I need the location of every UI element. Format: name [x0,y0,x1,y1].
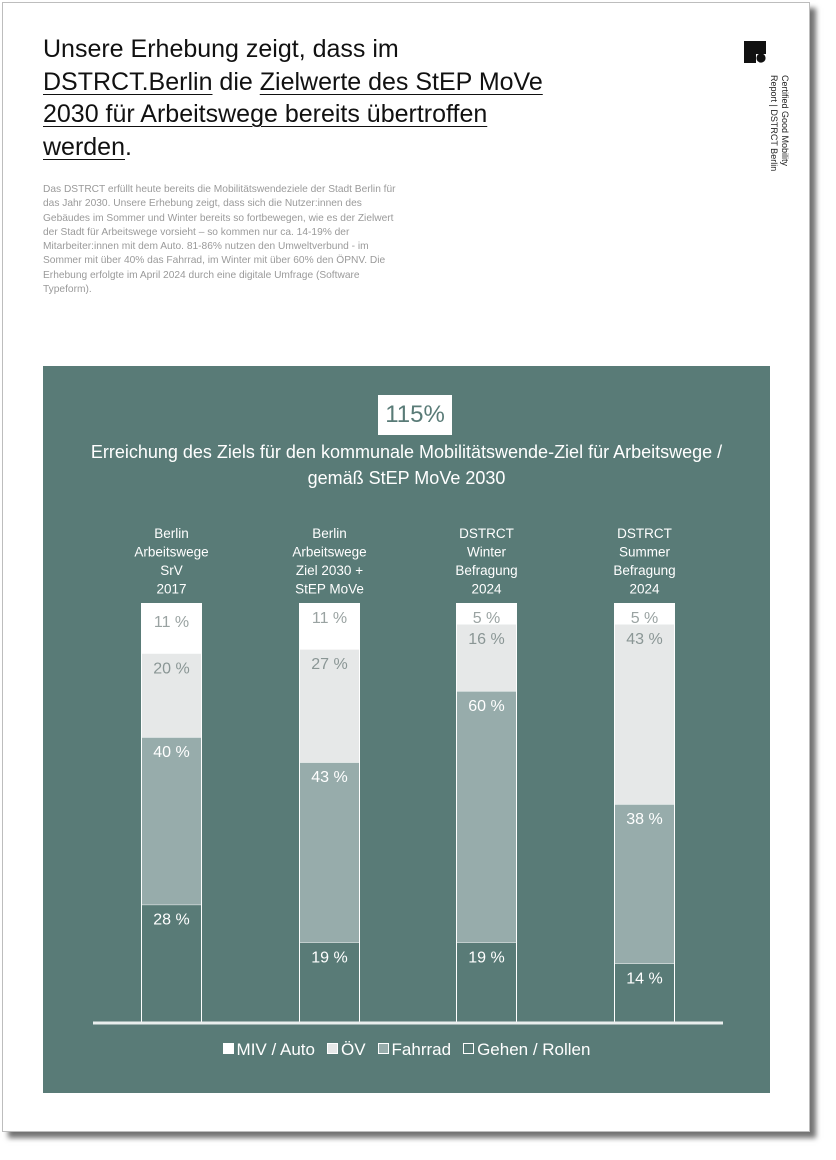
legend-swatch-fahrrad [377,1043,389,1054]
category-label-3-line-2: Winter [467,545,507,560]
bar-segment-fahrrad-3 [457,690,516,943]
category-label-2-line-3: Ziel 2030 + [296,563,363,578]
headline-text-3: . [125,132,132,161]
headline-text-2: die [212,67,260,96]
chart-panel: 115% Erreichung des Ziels für den kommun… [43,366,770,1093]
bar-segment-gehen-rollen-3 [457,942,516,1022]
bar-segment-oev-2 [300,649,359,763]
data-label-oev-4: 43 % [626,631,662,648]
bar-segment-fahrrad-1 [142,737,201,905]
data-label-oev-3: 16 % [468,631,504,648]
legend-label-oev: ÖV [340,1040,366,1059]
bar-segment-miv-auto-3 [457,603,516,624]
data-label-gehen-rollen-2: 19 % [311,949,347,966]
data-label-gehen-rollen-4: 14 % [626,970,662,987]
legend-item-fahrrad: Fahrrad [377,1040,452,1060]
category-label-1-line-4: 2017 [156,582,186,597]
side-label-line-2: Report | DSTRCT Berlin [769,75,779,172]
data-label-gehen-rollen-3: 19 % [468,949,504,966]
category-label-4-line-2: Summer [619,545,671,560]
data-label-fahrrad-1: 40 % [153,744,189,761]
category-label-1-line-1: Berlin [154,526,189,541]
category-label-4-line-3: Befragung [613,563,675,578]
bar-segment-fahrrad-2 [300,762,359,943]
data-label-fahrrad-3: 60 % [468,698,504,715]
legend-item-oev: ÖV [326,1040,366,1060]
bar-segment-gehen-rollen-2 [300,942,359,1022]
bar-segment-oev-4 [615,623,674,805]
legend-swatch-oev [326,1043,338,1054]
data-label-miv-auto-3: 5 % [473,610,501,627]
bar-segment-oev-3 [457,623,516,691]
legend-label-fahrrad: Fahrrad [391,1040,452,1059]
bar-segment-gehen-rollen-4 [615,963,674,1022]
report-page: Unsere Erhebung zeigt, dass im DSTRCT.Be… [2,2,810,1132]
bar-segment-miv-auto-2 [300,603,359,650]
data-label-miv-auto-1: 11 % [154,614,189,631]
chart-legend: MIV / Auto ÖV Fahrrad Gehen / Rollen [43,1040,770,1060]
category-label-2-line-1: Berlin [312,526,347,541]
bar-segment-miv-auto-1 [142,607,201,654]
category-label-4-line-1: DSTRCT [617,526,672,541]
category-label-3-line-3: Befragung [455,563,517,578]
stacked-bar-chart: Berlin Arbeitswege SrV 2017 28 % 40 % 20 % 11 %… [93,526,723,1025]
data-label-fahrrad-4: 38 % [626,811,662,828]
data-label-miv-auto-2: 11 % [312,610,347,627]
data-label-miv-auto-4: 5 % [631,610,659,627]
bar-segment-oev-1 [142,653,201,738]
legend-swatch-miv-auto [222,1043,234,1054]
bar-segment-gehen-rollen-1 [142,904,201,1022]
legend-item-miv-auto: MIV / Auto [222,1040,315,1060]
category-label-3-line-4: 2024 [471,582,502,597]
side-label-line-1: Certified Good Mobility [780,75,790,167]
data-label-fahrrad-2: 43 % [311,769,347,786]
category-label-4-line-4: 2024 [629,582,660,597]
data-label-gehen-rollen-1: 28 % [153,912,189,929]
data-label-oev-1: 20 % [153,660,189,677]
headline-link-dstrct[interactable]: DSTRCT.Berlin [43,67,213,96]
headline-text-1: Unsere Erhebung zeigt, dass im [43,35,399,63]
data-label-oev-2: 27 % [311,656,347,673]
bar-segment-fahrrad-4 [615,804,674,964]
category-label-2-line-4: StEP MoVe [295,582,364,597]
category-label-2-line-2: Arbeitswege [292,545,366,560]
legend-label-miv-auto: MIV / Auto [236,1040,315,1059]
headline: Unsere Erhebung zeigt, dass im DSTRCT.Be… [43,33,563,163]
headline-link-step-move[interactable]: Zielwerte des StEP MoVe 2030 für Arbeits… [43,67,543,161]
category-label-1-line-3: SrV [160,563,183,578]
intro-paragraph: Das DSTRCT erfüllt heute bereits die Mob… [43,184,396,296]
category-label-3-line-1: DSTRCT [459,526,514,541]
chart-title: Erreichung des Ziels für den kommunale M… [90,442,723,488]
legend-label-gehen-rollen: Gehen / Rollen [477,1040,591,1059]
category-label-1-line-2: Arbeitswege [134,545,208,560]
achievement-value: 115% [378,395,452,435]
bar-segment-miv-auto-4 [615,603,674,624]
legend-item-gehen-rollen: Gehen / Rollen [463,1040,590,1060]
report-side-label: Certified Good Mobility Report | DSTRCT … [768,75,790,171]
legend-swatch-gehen-rollen [463,1043,475,1054]
dstrct-logo-icon [744,41,766,63]
